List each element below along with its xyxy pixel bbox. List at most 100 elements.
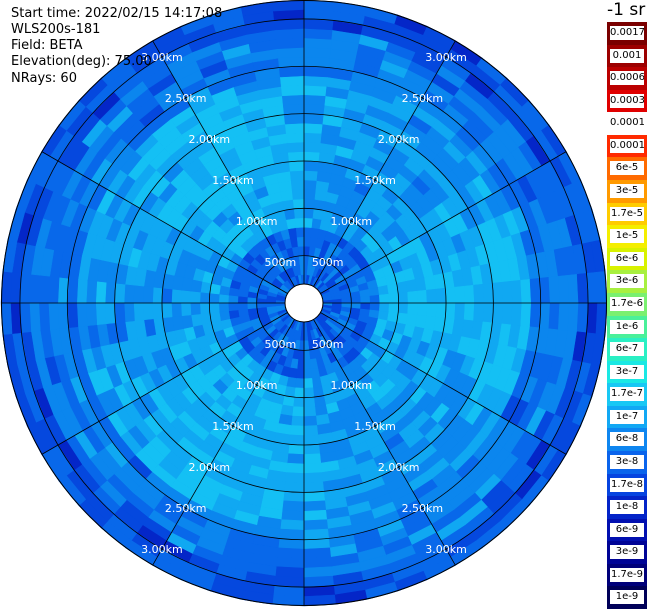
colorbar-tick-label: 3e-9 <box>610 545 644 560</box>
range-gate-cell <box>407 302 418 316</box>
range-gate-cell <box>297 245 305 257</box>
colorbar-cell: 1.7e-6 <box>607 292 647 316</box>
colorbar-tick-label: 1e-8 <box>610 500 644 515</box>
range-gate-cell <box>95 302 107 326</box>
range-gate-cell <box>303 566 333 578</box>
range-gate-cell <box>38 275 51 304</box>
range-gate-cell <box>227 294 239 304</box>
range-gate-cell <box>303 141 322 153</box>
range-gate-cell <box>303 208 315 219</box>
range-label: 500m <box>264 338 296 351</box>
colorbar-tick-label: 1e-9 <box>610 590 644 605</box>
colorbar-cell: 6e-7 <box>607 338 647 361</box>
range-gate-cell <box>360 295 371 304</box>
range-gate-cell <box>274 575 305 588</box>
range-gate-cell <box>303 443 321 455</box>
range-gate-cell <box>426 302 437 318</box>
range-gate-cell <box>510 302 523 327</box>
range-gate-cell <box>276 37 305 50</box>
range-label: 1.50km <box>212 420 254 433</box>
range-label: 1.50km <box>354 420 396 433</box>
range-gate-cell <box>492 281 504 304</box>
range-gate-cell <box>283 113 305 125</box>
colorbar-tick-label: 6e-5 <box>610 161 644 176</box>
azimuth-spokes <box>1 0 607 606</box>
range-gate-cell <box>557 275 570 304</box>
range-gate-cell <box>289 170 305 181</box>
range-gate-cell <box>285 462 305 474</box>
range-gate-cell <box>303 122 324 134</box>
range-gate-cell <box>303 94 327 106</box>
range-gate-cell <box>501 302 513 326</box>
range-gate-cell <box>482 282 494 304</box>
range-gate-cell <box>557 302 570 331</box>
range-label: 3.00km <box>141 51 183 64</box>
range-label: 1.50km <box>212 174 254 187</box>
range-gate-cell <box>303 75 329 87</box>
colorbar-tick-label: 1.7e-5 <box>610 206 644 221</box>
range-gate-cell <box>289 425 305 436</box>
range-gate-cell <box>280 509 305 522</box>
range-gate-cell <box>576 302 589 333</box>
range-gate-cell <box>142 302 154 321</box>
range-gate-cell <box>303 378 314 389</box>
colorbar-cell: 1.7e-8 <box>607 473 647 497</box>
range-gate-cell <box>199 291 211 304</box>
instrument-label: WLS200s-181 <box>11 22 101 37</box>
range-gate-cell <box>277 547 305 559</box>
range-label: 2.00km <box>378 133 420 146</box>
range-gate-cell <box>280 84 305 97</box>
range-gate-cell <box>288 160 305 172</box>
azimuth-spoke <box>41 302 305 455</box>
range-gate-cell <box>281 94 305 106</box>
range-gate-cell <box>482 302 494 324</box>
range-gate-cell <box>303 500 327 512</box>
range-gate-cell <box>256 302 267 309</box>
elevation-label: Elevation(deg): 75.00 <box>11 54 152 69</box>
range-gate-cell <box>123 283 135 304</box>
colorbar-cell: 3e-8 <box>607 450 647 474</box>
range-label: 2.50km <box>165 92 207 105</box>
azimuth-spoke <box>41 151 305 304</box>
range-gate-cell <box>275 28 305 40</box>
range-gate-cell <box>416 302 428 317</box>
range-gate-cell <box>85 279 98 304</box>
range-gate-cell <box>303 406 317 417</box>
range-gate-cell <box>303 481 325 493</box>
range-gate-cell <box>369 302 381 312</box>
colorbar-tick-label: 3e-6 <box>610 274 644 289</box>
range-gate-cell <box>180 302 192 317</box>
range-gate-cell <box>19 273 32 304</box>
range-gate-cell <box>114 282 126 304</box>
range-gate-cell <box>311 376 323 389</box>
range-gate-cell <box>161 287 173 304</box>
colorbar-tick-label: 0.00017 <box>610 116 644 131</box>
colorbar-tick-label: 0.0017 <box>610 26 644 40</box>
colorbar-cell: 1e-7 <box>607 405 647 429</box>
units-label: -1 sr <box>607 0 646 20</box>
range-label: 500m <box>312 256 344 269</box>
range-gate-cell <box>114 302 126 324</box>
range-gate-cell <box>303 330 309 342</box>
range-gate-cell <box>67 302 79 329</box>
range-gate-cell <box>303 170 319 181</box>
range-gate-cell <box>303 491 326 503</box>
range-gate-cell <box>303 359 312 370</box>
range-gate-cell <box>152 302 164 320</box>
range-label: 3.00km <box>425 51 467 64</box>
range-gate-cell <box>303 84 328 97</box>
range-gate-cell <box>284 472 305 484</box>
range-gate-cell <box>161 302 173 319</box>
colorbar-cell: 6e-6 <box>607 247 647 271</box>
range-gate-cell <box>303 226 313 238</box>
range-gate-cell <box>303 151 321 163</box>
colorbar-tick-label: 1e-5 <box>610 229 644 244</box>
range-gate-cell <box>67 277 79 304</box>
range-gate-cell <box>303 415 318 427</box>
colorbar-tick-label: 1.7e-8 <box>610 477 644 492</box>
range-gate-cell <box>48 276 60 304</box>
azimuth-spoke <box>303 302 456 566</box>
colorbar-cell: 1e-9 <box>607 586 647 609</box>
range-gate-cell <box>265 302 277 308</box>
range-gate-cell <box>303 132 323 144</box>
